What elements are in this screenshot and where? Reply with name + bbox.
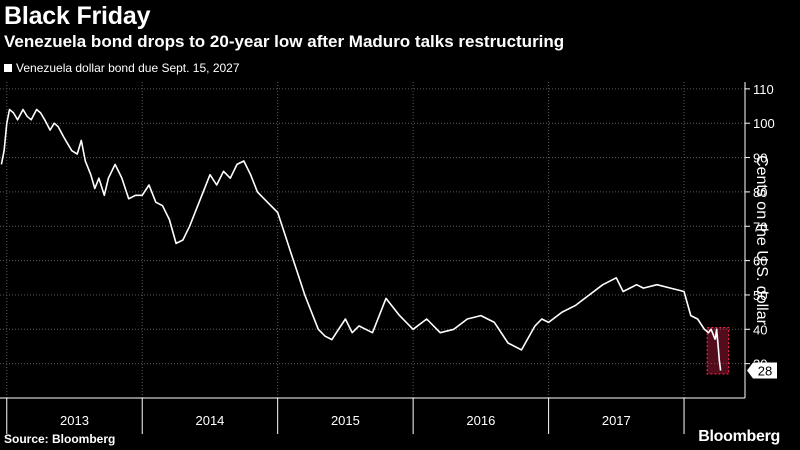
chart-title: Black Friday — [4, 2, 151, 30]
ytick-label-100: 100 — [753, 116, 775, 131]
series-line-main — [0, 108, 716, 351]
year-label-2016: 2016 — [466, 413, 495, 428]
chart-subtitle: Venezuela bond drops to 20-year low afte… — [4, 32, 565, 51]
callout-box — [747, 362, 777, 379]
ytick-label-80: 80 — [753, 185, 767, 200]
ytick-label-90: 90 — [753, 151, 767, 166]
source-note: Source: Bloomberg — [4, 432, 116, 446]
ytick-label-110: 110 — [753, 82, 774, 97]
year-label-2015: 2015 — [331, 413, 360, 428]
ytick-label-40: 40 — [753, 322, 767, 337]
ytick-label-60: 60 — [753, 254, 767, 269]
ytick-label-70: 70 — [753, 219, 767, 234]
legend-swatch — [4, 64, 12, 72]
y-axis-label: Cents on the U.S. dollar — [753, 155, 770, 326]
year-label-2013: 2013 — [60, 413, 89, 428]
legend-label: Venezuela dollar bond due Sept. 15, 2027 — [16, 61, 240, 75]
year-label-2017: 2017 — [602, 413, 631, 428]
brand-logo: Bloomberg — [698, 428, 780, 445]
year-label-2014: 2014 — [195, 413, 224, 428]
series-line-final-drop — [714, 328, 722, 371]
ytick-label-50: 50 — [753, 288, 767, 303]
callout-value: 28 — [758, 364, 772, 379]
legend: Venezuela dollar bond due Sept. 15, 2027 — [4, 61, 240, 75]
